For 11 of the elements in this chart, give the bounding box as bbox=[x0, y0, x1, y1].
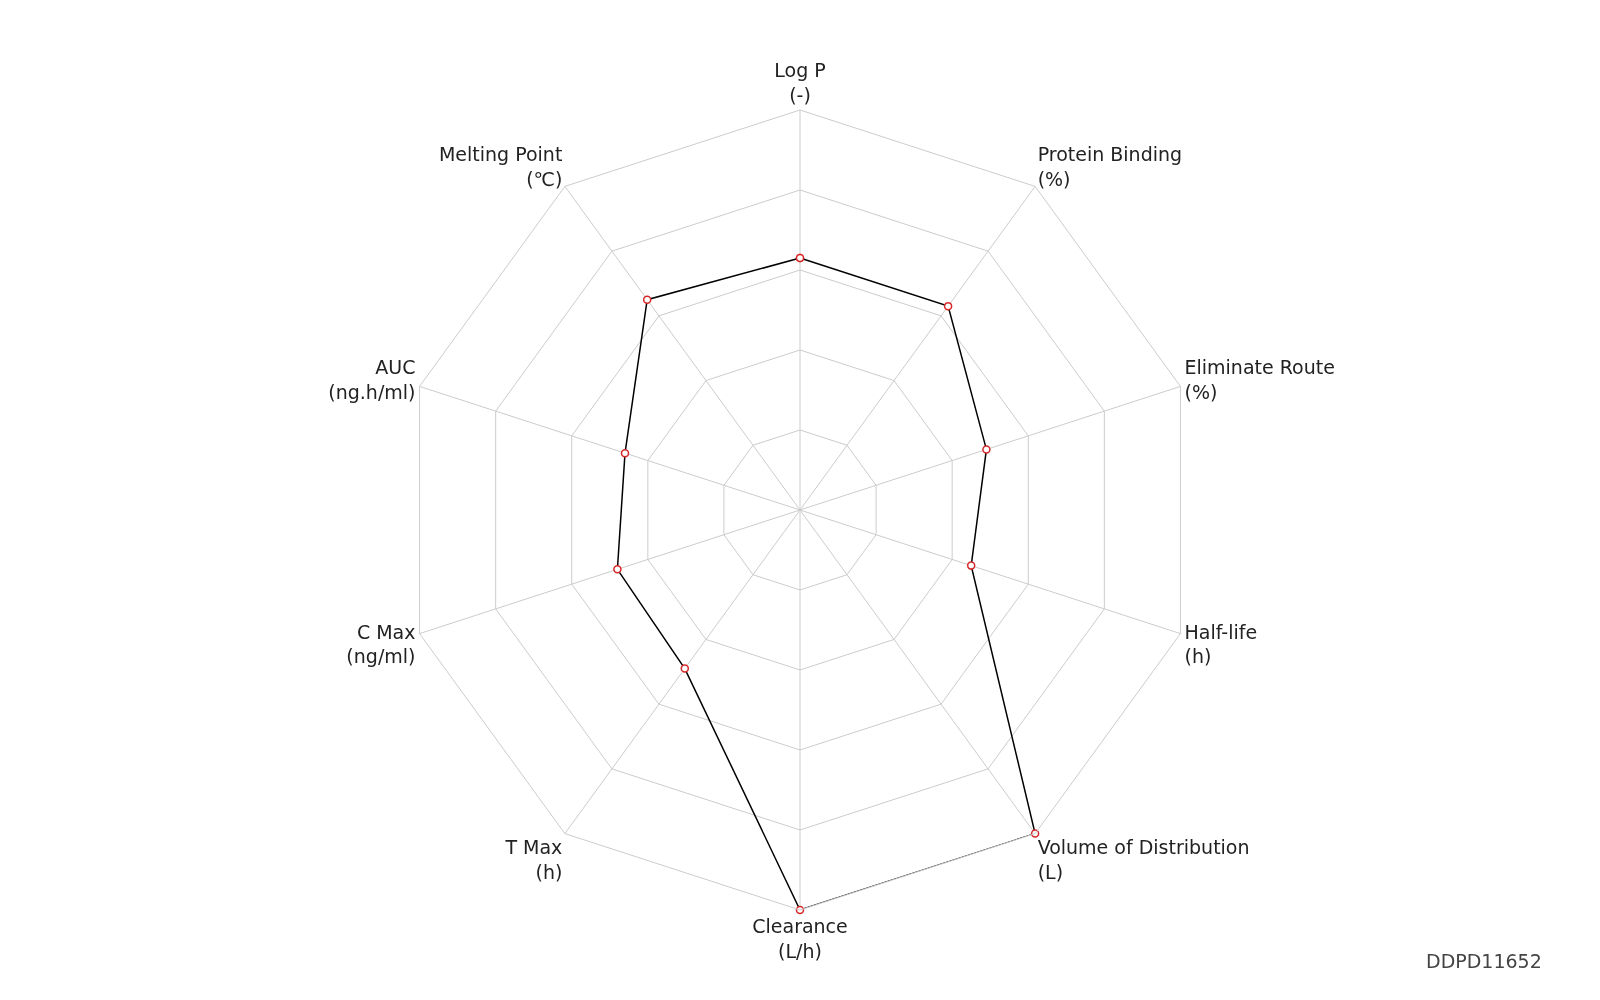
text: DDPD11652 bbox=[1426, 950, 1542, 972]
spoke-label: Log P (-) bbox=[774, 59, 826, 106]
spoke-label: AUC (ng.h/ml) bbox=[328, 356, 416, 403]
spoke-label: Melting Point (℃) bbox=[438, 143, 563, 191]
spoke-label: Eliminate Route (%) bbox=[1184, 356, 1335, 403]
spoke-label: T Max (h) bbox=[504, 836, 563, 883]
spoke-label: Protein Binding (%) bbox=[1037, 143, 1183, 191]
spoke-label: Volume of Distribution (L) bbox=[1037, 836, 1250, 883]
spoke-label: Clearance (L/h) bbox=[752, 915, 848, 962]
spoke-label: C Max (ng/ml) bbox=[346, 620, 416, 668]
spoke-label: Half-life (h) bbox=[1184, 620, 1258, 668]
